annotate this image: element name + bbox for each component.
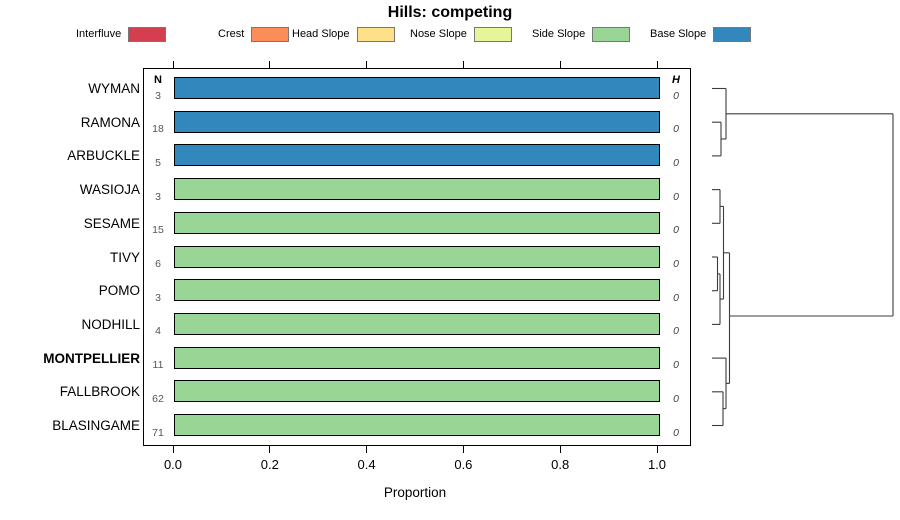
legend-item-base-slope: Base Slope <box>650 25 752 43</box>
x-axis-tick-top <box>172 61 174 68</box>
legend-swatch <box>473 26 512 42</box>
row-label-tivy: TIVY <box>109 249 140 265</box>
legend-swatch <box>713 26 752 42</box>
legend-item-side-slope: Side Slope <box>532 25 631 43</box>
bar-ramona <box>174 110 660 133</box>
x-axis-tick-bottom <box>172 446 174 453</box>
n-value-nodhill: 4 <box>155 325 161 338</box>
row-label-blasingame: BLASINGAME <box>52 418 140 433</box>
legend-swatch <box>251 26 290 42</box>
legend-swatch <box>356 26 395 42</box>
bar-tivy <box>174 245 660 268</box>
n-value-blasingame: 71 <box>152 426 164 439</box>
legend-label: Nose Slope <box>410 28 467 40</box>
x-axis-tick-label: 0.0 <box>163 457 183 472</box>
h-value-blasingame: 0 <box>673 426 679 439</box>
h-value-sesame: 0 <box>673 224 679 237</box>
chart-title: Hills: competing <box>387 4 513 21</box>
h-value-wyman: 0 <box>673 89 679 102</box>
x-axis-tick-top <box>269 61 271 68</box>
x-axis-tick-top <box>366 61 368 68</box>
x-axis-tick-top <box>656 61 658 68</box>
legend-item-head-slope: Head Slope <box>292 25 395 43</box>
legend-label: Crest <box>218 28 245 40</box>
bar-sesame <box>174 211 660 234</box>
h-value-montpellier: 0 <box>673 359 679 372</box>
n-value-montpellier: 11 <box>152 359 164 372</box>
h-value-tivy: 0 <box>673 258 679 270</box>
x-axis-tick-label: 0.2 <box>260 457 279 472</box>
legend-label: Head Slope <box>292 28 350 40</box>
n-value-tivy: 6 <box>155 258 161 270</box>
bar-blasingame <box>174 414 660 436</box>
x-axis-tick-label: 0.6 <box>454 457 473 472</box>
x-axis-tick-bottom <box>269 446 271 453</box>
bar-wasioja <box>174 178 660 201</box>
row-label-fallbrook: FALLBROOK <box>59 384 140 400</box>
x-axis-tick-bottom <box>559 446 561 453</box>
bar-fallbrook <box>174 380 660 403</box>
legend-item-crest: Crest <box>218 25 290 43</box>
x-axis-tick-top <box>462 61 464 68</box>
legend-swatch <box>592 26 631 42</box>
n-value-wyman: 3 <box>155 89 161 102</box>
bar-arbuckle <box>174 144 660 167</box>
n-value-arbuckle: 5 <box>155 156 161 169</box>
h-value-wasioja: 0 <box>673 190 679 203</box>
legend-label: Base Slope <box>650 28 707 40</box>
n-value-sesame: 15 <box>152 224 164 237</box>
row-label-wasioja: WASIOJA <box>79 182 140 198</box>
x-axis-tick-bottom <box>656 446 658 453</box>
row-label-montpellier: MONTPELLIER <box>43 350 140 366</box>
row-label-sesame: SESAME <box>83 215 140 231</box>
x-axis-tick-label: 1.0 <box>647 457 667 472</box>
n-column-header: N <box>154 74 162 86</box>
bar-pomo <box>174 279 660 302</box>
row-label-nodhill: NODHILL <box>81 316 140 332</box>
x-axis-tick-label: 0.4 <box>357 457 376 472</box>
n-value-wasioja: 3 <box>155 190 161 203</box>
legend-swatch <box>128 26 167 42</box>
h-value-ramona: 0 <box>673 123 679 136</box>
x-axis-tick-label: 0.8 <box>551 457 570 472</box>
h-column-header: H <box>672 74 680 86</box>
n-value-ramona: 18 <box>152 123 164 136</box>
x-axis-tick-bottom <box>462 446 464 453</box>
h-value-arbuckle: 0 <box>673 156 679 169</box>
legend-item-nose-slope: Nose Slope <box>410 25 512 43</box>
legend-item-interfluve: Interfluve <box>76 25 167 43</box>
n-value-pomo: 3 <box>155 291 161 304</box>
bar-montpellier <box>174 346 660 369</box>
row-label-ramona: RAMONA <box>80 114 140 130</box>
row-label-arbuckle: ARBUCKLE <box>67 148 140 164</box>
x-axis-title: Proportion <box>383 485 447 500</box>
row-label-wyman: WYMAN <box>88 81 140 96</box>
legend-label: Interfluve <box>76 28 122 40</box>
bar-wyman <box>174 77 660 99</box>
x-axis-tick-bottom <box>366 446 368 453</box>
h-value-fallbrook: 0 <box>673 392 679 405</box>
x-axis-tick-top <box>559 61 561 68</box>
row-label-pomo: POMO <box>98 283 140 299</box>
legend-label: Side Slope <box>532 28 586 40</box>
h-value-pomo: 0 <box>673 291 679 304</box>
n-value-fallbrook: 62 <box>152 392 164 405</box>
bar-nodhill <box>174 312 660 335</box>
h-value-nodhill: 0 <box>673 325 679 338</box>
